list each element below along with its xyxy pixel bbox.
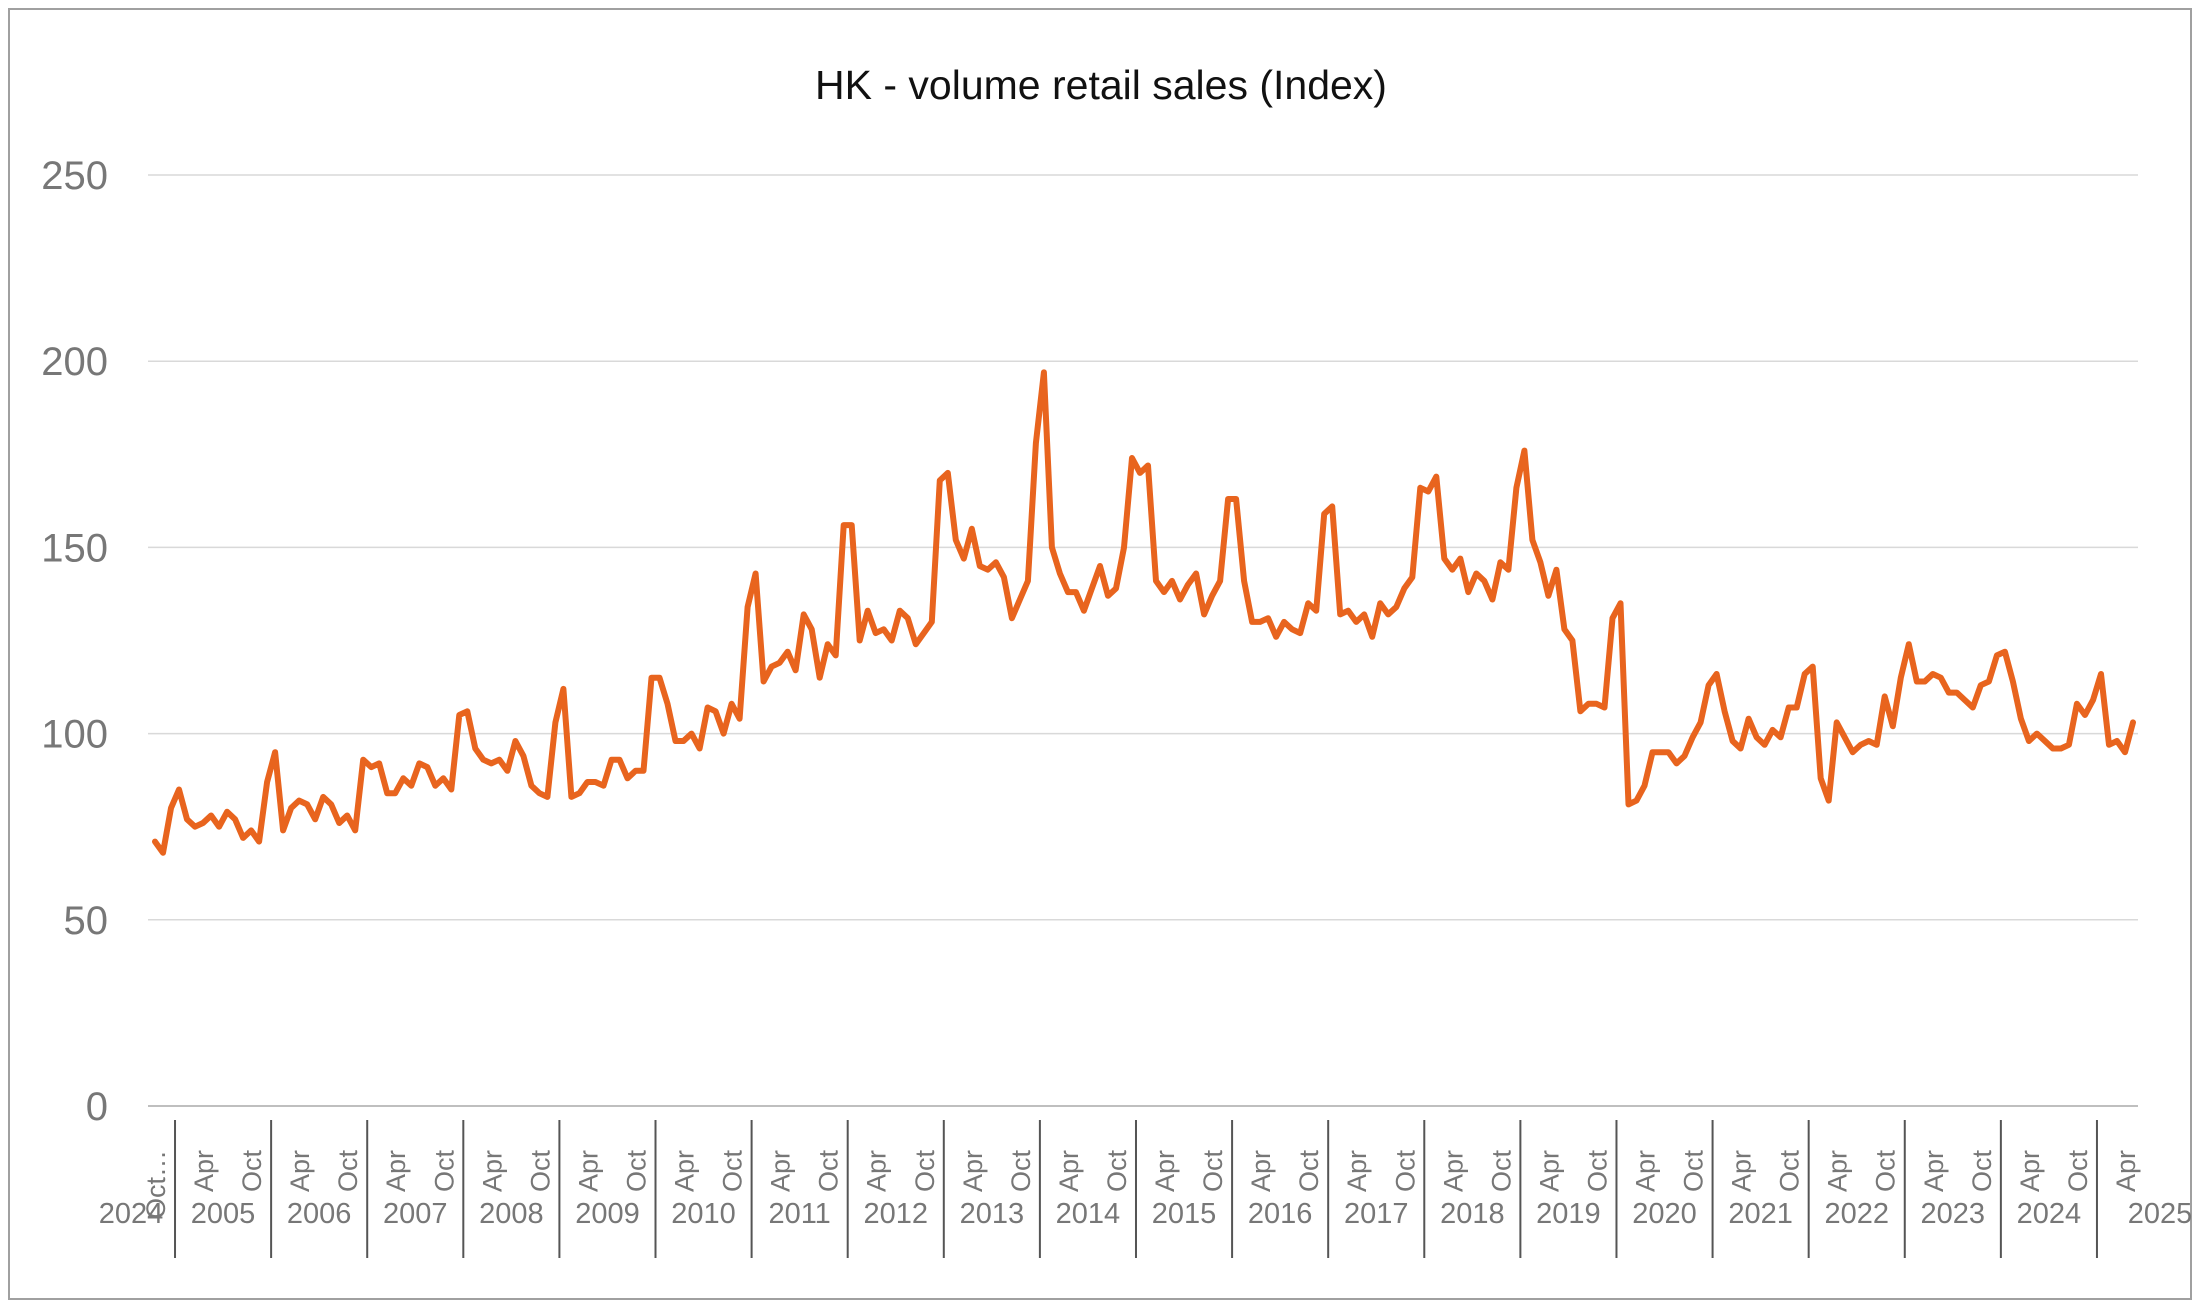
x-tick-label-oct-2020: Oct [1679,1150,1709,1193]
x-tick-label-apr-2025: Apr [2111,1150,2141,1192]
x-tick-label-oct-2009: Oct [621,1150,651,1193]
x-tick-label-oct-2024: Oct [2063,1150,2093,1193]
x-tick-label-apr-2010: Apr [670,1150,700,1192]
x-year-label-2019: 2019 [1536,1198,1601,1230]
series-line [152,369,2136,856]
x-tick-label-oct-2012: Oct [910,1150,940,1193]
x-tick-label-oct-2022: Oct [1871,1150,1901,1193]
x-year-label-2016: 2016 [1248,1198,1313,1230]
y-tick-label-150: 150 [41,526,108,570]
y-tick-label-250: 250 [41,154,108,198]
x-tick-label-apr-2015: Apr [1150,1150,1180,1192]
x-tick-label-oct-2018: Oct [1486,1150,1516,1193]
x-tick-label-oct-2014: Oct [1102,1150,1132,1193]
x-year-label-2012: 2012 [863,1198,928,1230]
x-tick-label-apr-2017: Apr [1342,1150,1372,1192]
x-year-label-2021: 2021 [1728,1198,1793,1230]
x-tick-label-apr-2013: Apr [958,1150,988,1192]
x-year-label-2025: 2025 [2128,1198,2193,1230]
x-tick-label-oct-2013: Oct [1006,1150,1036,1193]
x-tick-label-apr-2022: Apr [1823,1150,1853,1192]
x-year-label-2015: 2015 [1152,1198,1217,1230]
x-tick-label-oct-2021: Oct [1775,1150,1805,1193]
x-year-label-2018: 2018 [1440,1198,1505,1230]
x-tick-label-oct-2011: Oct [814,1150,844,1193]
x-tick-label-oct-2017: Oct [1390,1150,1420,1193]
y-tick-label-100: 100 [41,713,108,757]
x-tick-label-apr-2011: Apr [766,1150,796,1192]
x-year-label-2005: 2005 [191,1198,256,1230]
x-year-label-2006: 2006 [287,1198,352,1230]
gridlines [148,174,2138,1107]
x-tick-label-oct-2007: Oct [429,1150,459,1193]
x-year-label-2010: 2010 [671,1198,736,1230]
y-tick-label-200: 200 [41,340,108,384]
x-year-label-2020: 2020 [1632,1198,1697,1230]
x-tick-label-apr-2005: Apr [189,1150,219,1192]
x-year-label-2014: 2014 [1056,1198,1121,1230]
x-tick-label-apr-2020: Apr [1631,1150,1661,1192]
series-layer [152,369,2136,856]
x-tick-label-oct-2023: Oct [1967,1150,1997,1193]
x-year-label-2007: 2007 [383,1198,448,1230]
x-tick-label-apr-2006: Apr [285,1150,315,1192]
chart-frame [8,8,2192,1300]
x-tick-label-apr-2018: Apr [1438,1150,1468,1192]
x-year-label-2011: 2011 [768,1198,830,1230]
x-tick-label-oct-2006: Oct [333,1150,363,1193]
x-year-label-2008: 2008 [479,1198,544,1230]
x-tick-label-apr-2021: Apr [1727,1150,1757,1192]
x-tick-label-oct-2010: Oct [718,1150,748,1193]
x-year-label-2017: 2017 [1344,1198,1409,1230]
y-tick-label-0: 0 [86,1085,108,1129]
chart-title: HK - volume retail sales (Index) [815,62,1387,108]
x-year-label-2022: 2022 [1824,1198,1889,1230]
x-tick-label-oct-2016: Oct [1294,1150,1324,1193]
x-year-label-2013: 2013 [960,1198,1025,1230]
x-tick-label-apr-2016: Apr [1246,1150,1276,1192]
x-year-label-2023: 2023 [1921,1198,1986,1230]
x-tick-label-oct-2015: Oct [1198,1150,1228,1193]
x-tick-label-apr-2014: Apr [1054,1150,1084,1192]
x-tick-label-apr-2012: Apr [862,1150,892,1192]
x-tick-label-apr-2019: Apr [1534,1150,1564,1192]
x-year-label-first: 2024 [99,1198,164,1230]
y-axis-tick-labels: 0 50 100 150 200 250 [41,154,108,1129]
x-tick-label-apr-2024: Apr [2015,1150,2045,1192]
y-tick-label-50: 50 [64,899,109,943]
x-year-label-2024: 2024 [2017,1198,2082,1230]
x-tick-label-first: Oct… [141,1150,171,1219]
x-tick-label-apr-2023: Apr [1919,1150,1949,1192]
x-tick-label-apr-2008: Apr [477,1150,507,1192]
x-tick-label-oct-2008: Oct [525,1150,555,1193]
x-tick-label-oct-2019: Oct [1582,1150,1612,1193]
x-tick-label-oct-2005: Oct [237,1150,267,1193]
x-tick-label-apr-2009: Apr [573,1150,603,1192]
x-year-label-2009: 2009 [575,1198,640,1230]
x-tick-label-apr-2007: Apr [381,1150,411,1192]
